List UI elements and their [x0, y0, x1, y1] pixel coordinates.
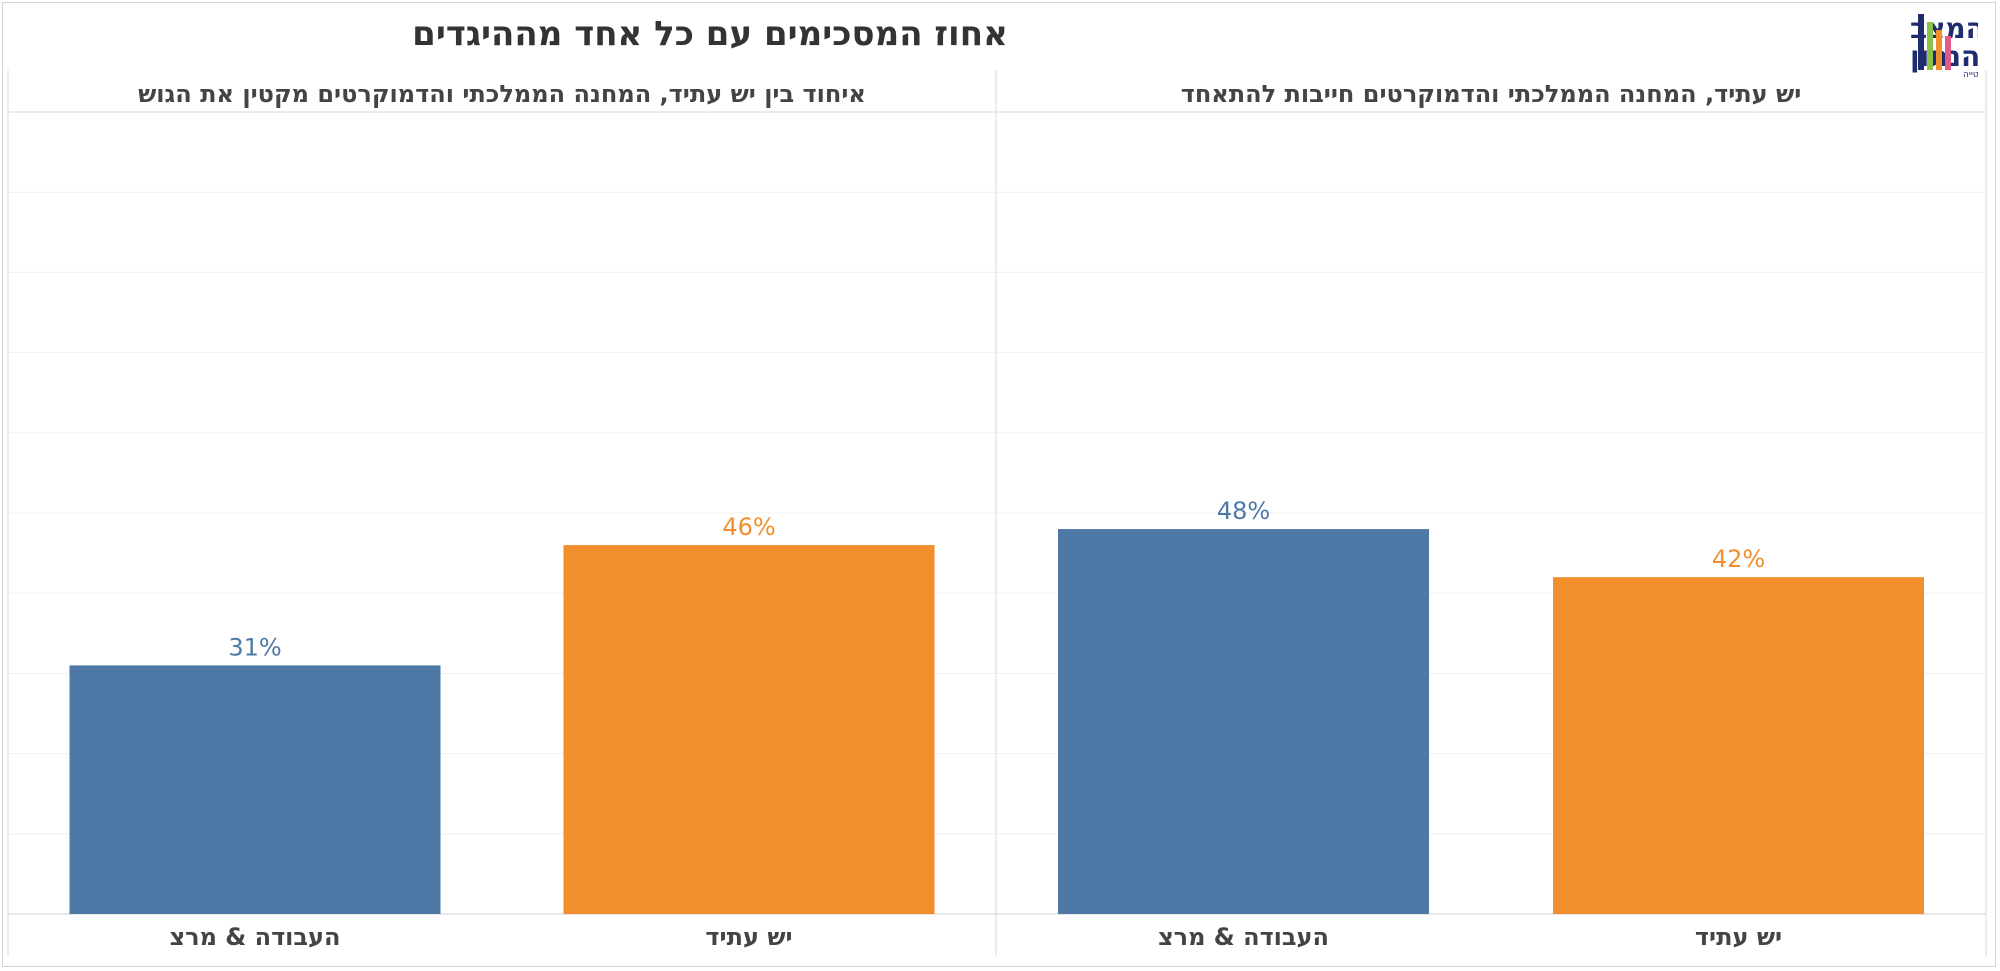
logo-bar-3 [1936, 30, 1942, 70]
brand-logo: המצב הנתון נתונים עם ערך וללא הטייה [1910, 12, 1978, 78]
category-label: יש עתיד [705, 923, 792, 951]
labels-layer: יש עתיד, המחנה הממלכתי והדמוקרטים חייבות… [138, 80, 1801, 951]
logo-bar-2 [1927, 22, 1933, 70]
bars-layer [69, 529, 1924, 914]
data-label: 48% [1217, 497, 1270, 525]
bar [563, 545, 935, 914]
bar [1553, 577, 1924, 914]
data-label: 31% [228, 633, 281, 661]
chart-title: אחוז המסכימים עם כל אחד מההיגדים [412, 14, 1008, 54]
data-label: 46% [722, 513, 775, 541]
category-label: העבודה & מרצ [169, 923, 340, 951]
data-label: 42% [1712, 545, 1765, 573]
panel-title: יש עתיד, המחנה הממלכתי והדמוקרטים חייבות… [1181, 80, 1802, 108]
logo-bar-4 [1945, 36, 1951, 70]
category-label: יש עתיד [1695, 923, 1782, 951]
panel-title: איחוד בין יש עתיד, המחנה הממלכתי והדמוקר… [138, 80, 866, 108]
category-label: העבודה & מרצ [1158, 923, 1329, 951]
logo-tagline: נתונים עם ערך וללא הטייה [1963, 70, 1978, 78]
bar [1058, 529, 1429, 914]
bar [69, 665, 441, 914]
logo-bar-1 [1918, 14, 1924, 70]
